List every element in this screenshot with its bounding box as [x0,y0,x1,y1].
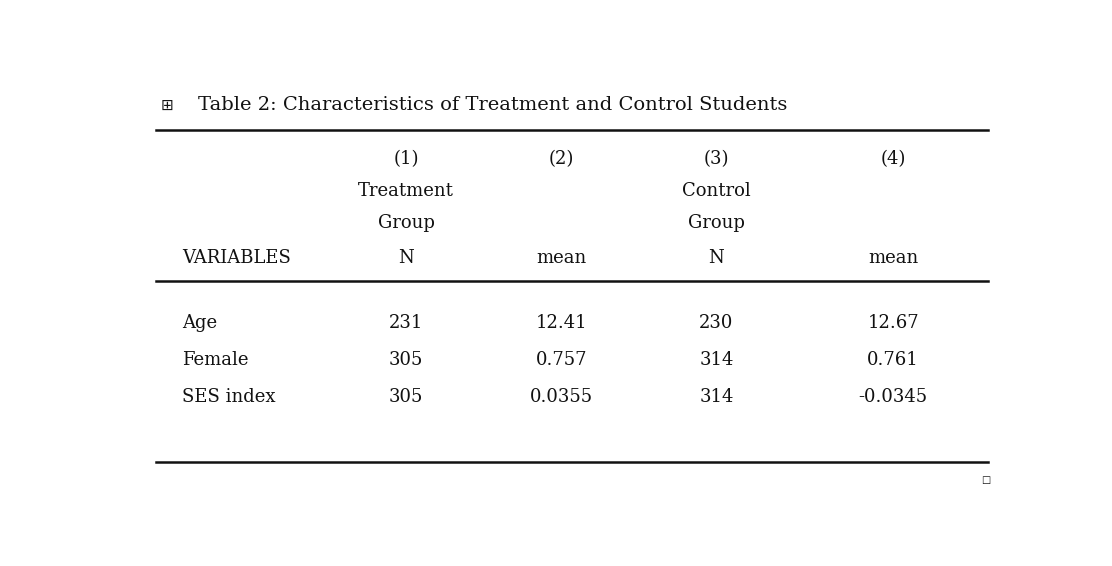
Text: Group: Group [378,213,435,231]
Text: 230: 230 [699,314,734,332]
Text: SES index: SES index [182,388,276,406]
Text: 12.41: 12.41 [536,314,587,332]
Text: N: N [398,248,414,267]
Text: -0.0345: -0.0345 [858,388,927,406]
Text: (3): (3) [704,151,729,169]
Text: mean: mean [868,248,919,267]
Text: Group: Group [688,213,745,231]
Text: mean: mean [536,248,586,267]
Text: (2): (2) [548,151,574,169]
Text: (4): (4) [881,151,906,169]
Text: 0.761: 0.761 [867,351,919,369]
Text: 231: 231 [389,314,424,332]
Text: N: N [708,248,724,267]
Text: 0.0355: 0.0355 [529,388,593,406]
Text: Age: Age [182,314,217,332]
Text: 305: 305 [389,388,424,406]
Text: Table 2: Characteristics of Treatment and Control Students: Table 2: Characteristics of Treatment an… [198,96,787,114]
Text: VARIABLES: VARIABLES [182,248,291,267]
Text: Female: Female [182,351,249,369]
Text: Treatment: Treatment [358,182,454,200]
Text: (1): (1) [394,151,419,169]
Text: 12.67: 12.67 [867,314,919,332]
Text: ⊞: ⊞ [160,97,173,113]
Text: Control: Control [682,182,751,200]
Text: 314: 314 [699,351,734,369]
Text: 305: 305 [389,351,424,369]
Text: □: □ [981,475,991,484]
Text: 0.757: 0.757 [536,351,587,369]
Text: 314: 314 [699,388,734,406]
